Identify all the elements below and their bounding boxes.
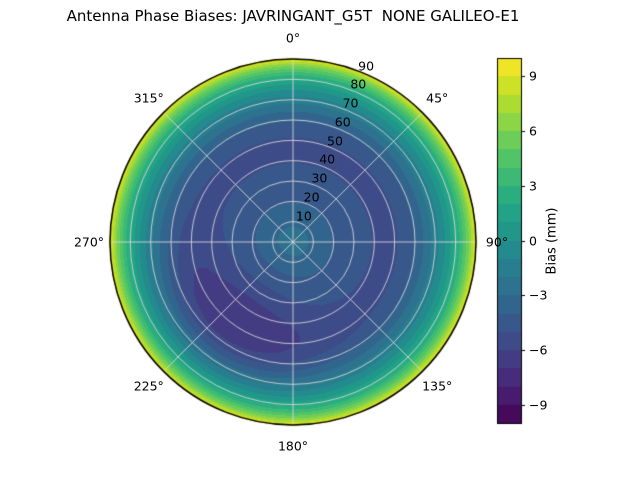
colorbar-tick-label: 9 [529,68,537,84]
theta-tick-label: 45° [426,90,449,106]
radial-tick-label: 50 [327,133,343,149]
colorbar-tick-label: −6 [529,342,548,358]
radial-tick-label: 60 [334,114,351,130]
theta-tick-label: 90° [485,234,509,250]
radial-tick-label: 10 [295,208,312,224]
theta-tick-label: 270° [73,234,105,250]
radial-tick-label: 20 [303,189,320,205]
theta-tick-label: 135° [422,378,453,394]
radial-tick-label: 80 [350,76,367,92]
radial-tick-label: 40 [319,151,336,167]
radial-tick-label: 30 [311,170,328,186]
radial-tick-label: 90 [358,58,375,74]
colorbar-tick-label: 3 [529,178,537,194]
theta-tick-label: 315° [133,90,164,106]
radial-tick-label: 70 [342,95,359,111]
chart-title: Antenna Phase Biases: JAVRINGANT_G5T NON… [66,7,520,25]
colorbar-axis-label: Bias (mm) [544,207,560,275]
colorbar-tick-label: 0 [529,233,537,248]
theta-tick-label: 225° [133,378,164,394]
colorbar-tick-label: −9 [529,397,548,413]
colorbar-tick-label: 6 [529,123,537,139]
theta-tick-label: 180° [277,438,309,454]
colorbar-tick-label: −3 [529,287,548,303]
theta-tick-label: 0° [285,30,301,46]
